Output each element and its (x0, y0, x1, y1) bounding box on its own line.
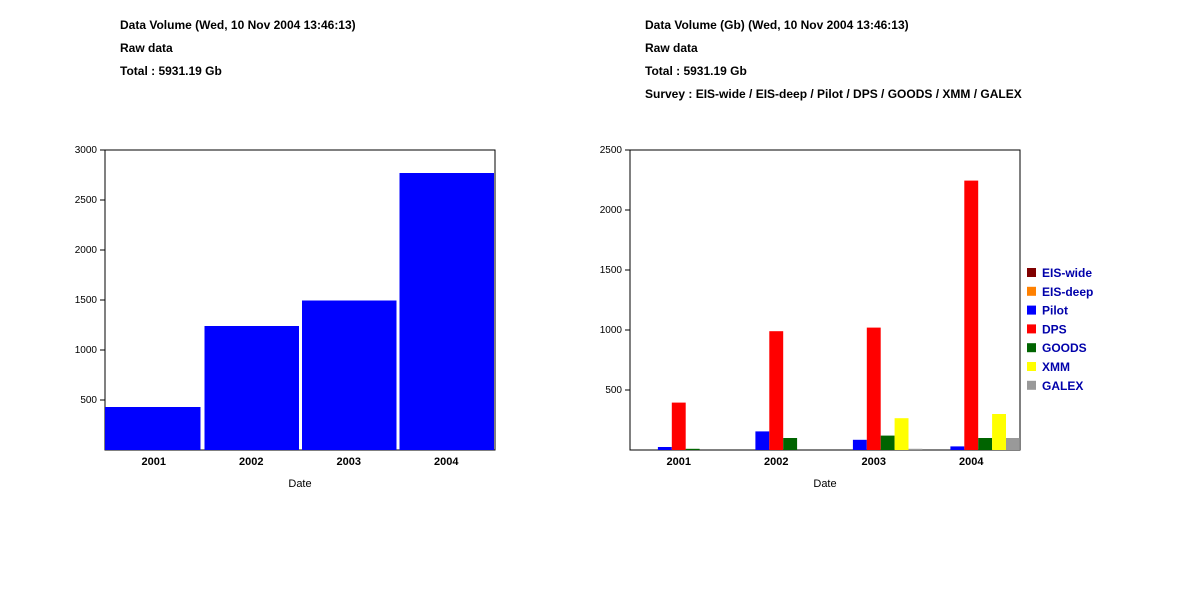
legend-label-eis-deep: EIS-deep (1042, 285, 1093, 299)
left-y-tick-label: 500 (80, 395, 97, 406)
right-bar-pilot-2001 (657, 447, 672, 450)
left-x-tick-label: 2002 (239, 456, 263, 468)
right-grouped-bar-chart: 500 1000 1500 2000 2500 2001 2002 2003 2004 Date E… (600, 145, 1094, 490)
left-x-tick-label: 2004 (434, 456, 459, 468)
right-x-tick-label: 2004 (959, 456, 984, 468)
right-bar-goods-2003 (880, 435, 895, 450)
right-x-tick-label: 2001 (667, 456, 691, 468)
left-bar-2003 (302, 300, 397, 450)
right-chart-legend: EIS-wide EIS-deep Pilot DPS GOODS XMM GALEX (1027, 266, 1093, 393)
left-bar-2001 (105, 407, 201, 450)
left-chart-subtitle: Raw data (120, 41, 173, 55)
left-y-tick-label: 1500 (75, 295, 98, 306)
right-bar-pilot-2004 (950, 446, 965, 450)
legend-label-galex: GALEX (1042, 379, 1083, 393)
left-x-tick-label: 2001 (142, 456, 166, 468)
left-y-tick-label: 2000 (75, 245, 98, 256)
right-x-tick-label: 2003 (862, 456, 886, 468)
legend-label-dps: DPS (1042, 322, 1067, 336)
legend-swatch-xmm (1027, 362, 1036, 371)
right-bar-pilot-2003 (852, 439, 867, 450)
right-bar-pilot-2002 (755, 431, 770, 450)
legend-label-xmm: XMM (1042, 360, 1070, 374)
left-chart-title: Data Volume (Wed, 10 Nov 2004 13:46:13) (120, 18, 356, 32)
right-y-tick-label: 2000 (600, 205, 623, 216)
left-bar-2004 (399, 173, 494, 450)
right-y-tick-label: 1500 (600, 265, 623, 276)
right-x-axis-label: Date (813, 478, 836, 490)
left-bar-chart: 500 1000 1500 2000 2500 3000 2001 2002 2003 2004 D… (75, 145, 496, 490)
legend-swatch-dps (1027, 324, 1036, 334)
right-bar-dps-2004 (964, 180, 979, 450)
right-bar-goods-2001 (685, 448, 700, 450)
right-plot-frame (629, 149, 1021, 451)
left-y-tick-label: 1000 (75, 345, 98, 356)
right-chart-header: Data Volume (Gb) (Wed, 10 Nov 2004 13:46… (645, 14, 1022, 106)
right-bar-galex-2004 (1006, 438, 1020, 450)
legend-label-pilot: Pilot (1042, 304, 1068, 318)
right-bar-dps-2001 (671, 402, 686, 450)
right-chart-title: Data Volume (Gb) (Wed, 10 Nov 2004 13:46… (645, 18, 909, 32)
right-bar-dps-2002 (769, 331, 784, 450)
right-chart-total: Total : 5931.19 Gb (645, 64, 747, 78)
legend-label-goods: GOODS (1042, 341, 1087, 355)
right-chart-survey: Survey : EIS-wide / EIS-deep / Pilot / D… (645, 87, 1022, 101)
left-bar-2002 (204, 326, 299, 450)
right-y-tick-label: 2500 (600, 145, 623, 156)
legend-swatch-eis-deep (1027, 286, 1036, 296)
left-chart-header: Data Volume (Wed, 10 Nov 2004 13:46:13) … (120, 14, 356, 83)
left-y-tick-label: 2500 (75, 195, 98, 206)
right-bar-xmm-2004 (992, 414, 1006, 450)
legend-swatch-galex (1027, 380, 1036, 390)
legend-swatch-eis-wide (1027, 268, 1036, 277)
right-y-tick-label: 500 (605, 385, 622, 396)
legend-label-eis-wide: EIS-wide (1042, 266, 1092, 280)
right-bar-xmm-2003 (894, 418, 909, 450)
right-bar-goods-2004 (978, 438, 993, 450)
left-x-tick-label: 2003 (337, 456, 361, 468)
legend-swatch-goods (1027, 343, 1036, 353)
right-bar-galex-2003 (908, 448, 923, 450)
legend-swatch-pilot (1027, 305, 1036, 315)
left-y-tick-label: 3000 (75, 145, 98, 156)
right-bar-goods-2002 (783, 438, 798, 450)
right-x-tick-label: 2002 (764, 456, 788, 468)
left-chart-total: Total : 5931.19 Gb (120, 64, 222, 78)
right-bar-dps-2003 (866, 327, 881, 450)
left-x-axis-label: Date (288, 478, 311, 490)
right-chart-subtitle: Raw data (645, 41, 698, 55)
right-y-tick-label: 1000 (600, 325, 623, 336)
